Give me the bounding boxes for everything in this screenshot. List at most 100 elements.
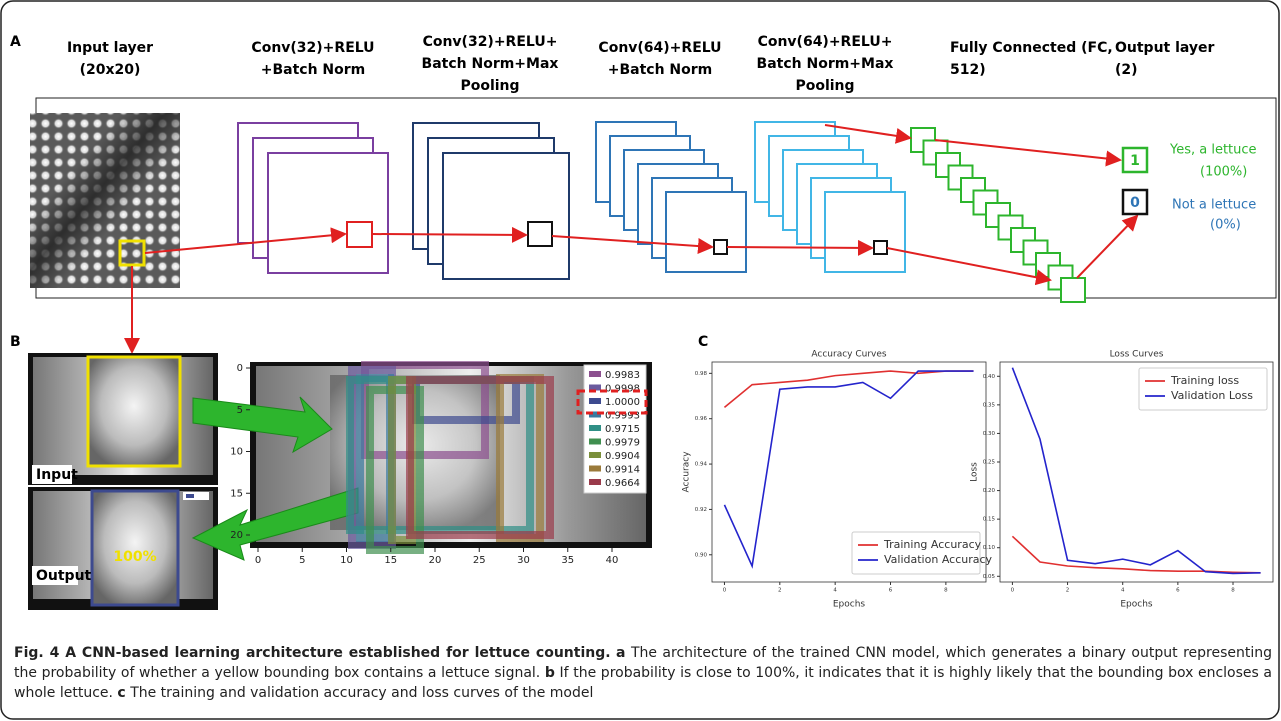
y-tick-label: 0.90 xyxy=(695,552,708,558)
y-tick-label: 0.40 xyxy=(983,374,996,380)
x-tick-label: 35 xyxy=(561,555,574,566)
legend-swatch xyxy=(589,384,601,391)
legend-swatch xyxy=(589,371,601,377)
legend-box xyxy=(1138,367,1268,411)
feature-map xyxy=(442,152,570,280)
x-tick-label: 2 xyxy=(1066,588,1070,594)
legend-swatch xyxy=(589,452,601,458)
caption: Fig. 4 A CNN-based learning architecture… xyxy=(14,643,1272,703)
legend-label: 0.9998 xyxy=(605,384,640,395)
x-tick-label: 25 xyxy=(473,555,486,566)
y-axis-label: Loss xyxy=(970,462,980,482)
legend: 0.9983 0.9998 1.0000 0.9993 0.9715 0.9979 0.99… xyxy=(583,364,647,494)
y-tick-label: 0.35 xyxy=(983,402,996,408)
output-value: 1 xyxy=(1130,153,1140,169)
legend-swatch xyxy=(589,425,601,431)
candidate-boxes xyxy=(346,361,554,554)
x-tick-label: 30 xyxy=(517,555,530,566)
layer-title: Conv(32)+RELU xyxy=(251,40,374,56)
y-tick-label: 0.20 xyxy=(983,488,996,494)
y-tick-label: 5 xyxy=(237,405,243,416)
legend-label: 0.9715 xyxy=(605,424,640,435)
window xyxy=(527,221,553,247)
x-tick-label: 5 xyxy=(299,555,305,566)
window xyxy=(873,240,888,255)
legend-swatch xyxy=(589,398,601,404)
x-tick-label: 40 xyxy=(606,555,619,566)
output-node xyxy=(1121,146,1149,174)
image-axes: 0 5 10 15 20 25 30 35 40 0 5 10 15 20 xyxy=(230,363,618,566)
caption-letter: c xyxy=(117,685,126,701)
output-node xyxy=(1121,188,1149,216)
legend-label: 0.9914 xyxy=(605,465,640,476)
legend-label: 0.9904 xyxy=(605,451,640,462)
layer-title: Conv(64)+RELU+ xyxy=(758,34,893,50)
x-tick-label: 2 xyxy=(778,588,782,594)
legend-box xyxy=(851,531,981,575)
x-tick-label: 0 xyxy=(255,555,261,566)
input-image xyxy=(30,113,180,288)
legend-label: 0.9664 xyxy=(605,478,640,489)
label-bg xyxy=(32,465,72,484)
legend-label: 0.9979 xyxy=(605,438,640,449)
x-tick-label: 15 xyxy=(384,555,397,566)
panel-b-images xyxy=(28,353,652,610)
feature-map xyxy=(665,191,747,273)
charts: Accuracy Curves Epochs Accuracy 0 2 4 6 8 0.90 0.… xyxy=(682,350,1274,610)
candidate-box xyxy=(361,361,489,459)
layer-title: +Batch Norm xyxy=(608,62,713,78)
chart-title: Accuracy Curves xyxy=(811,350,887,360)
y-tick-label: 0.94 xyxy=(695,462,708,468)
highlight-box xyxy=(576,389,648,415)
caption-text: The architecture of the trained CNN mode… xyxy=(14,645,1272,681)
y-tick-label: 0 xyxy=(237,363,243,374)
layer-title: 512) xyxy=(950,62,986,78)
x-tick-label: 20 xyxy=(429,555,442,566)
y-axis-label: Accuracy xyxy=(682,451,692,493)
y-tick-label: 0.96 xyxy=(695,416,708,422)
y-tick-label: 20 xyxy=(230,530,243,541)
x-tick-label: 8 xyxy=(1231,588,1235,594)
input-label: Input xyxy=(36,467,78,483)
x-tick-label: 4 xyxy=(833,588,837,594)
series-line xyxy=(1011,535,1261,574)
probability: 100% xyxy=(113,549,156,565)
legend-label: Training loss xyxy=(1170,374,1239,387)
candidate-box xyxy=(406,376,554,539)
output-label: Yes, a lettuce xyxy=(1169,143,1257,158)
y-tick-label: 15 xyxy=(230,488,243,499)
layer-stacks xyxy=(118,121,1086,303)
legend-label: Validation Accuracy xyxy=(884,553,993,566)
chart-title: Loss Curves xyxy=(1110,350,1164,360)
panel-label: A xyxy=(10,34,21,50)
legend-label: Training Accuracy xyxy=(883,538,982,551)
output-prob: (100%) xyxy=(1200,165,1247,180)
y-tick-label: 0.30 xyxy=(983,431,996,437)
x-tick-label: 0 xyxy=(723,588,727,594)
caption-text: The training and validation accuracy and… xyxy=(130,685,594,701)
legend-label: Validation Loss xyxy=(1171,389,1253,402)
caption-text: If the probability is close to 100%, it … xyxy=(14,665,1273,701)
caption-title: Fig. 4 A CNN-based learning architecture… xyxy=(14,645,611,661)
x-tick-label: 6 xyxy=(1176,588,1180,594)
window xyxy=(346,221,373,248)
layer-title: Pooling xyxy=(795,78,854,94)
layer-title: Conv(32)+RELU+ xyxy=(423,34,558,50)
y-tick-label: 0.92 xyxy=(695,507,707,513)
fc-node xyxy=(1060,277,1086,303)
panel-label: C xyxy=(698,334,708,350)
legend-swatch xyxy=(589,411,601,418)
output-value: 0 xyxy=(1130,195,1140,211)
layer-title: Input layer xyxy=(67,40,153,56)
plot-frame xyxy=(999,361,1274,583)
x-axis-label: Epochs xyxy=(1120,600,1153,610)
x-tick-label: 8 xyxy=(944,588,948,594)
legend-label: 0.9993 xyxy=(605,411,640,422)
input-window xyxy=(118,239,146,267)
panel-label: B xyxy=(10,334,21,350)
y-tick-label: 0.10 xyxy=(983,545,996,551)
layer-title: Conv(64)+RELU xyxy=(598,40,721,56)
y-tick-label: 0.25 xyxy=(983,460,996,466)
